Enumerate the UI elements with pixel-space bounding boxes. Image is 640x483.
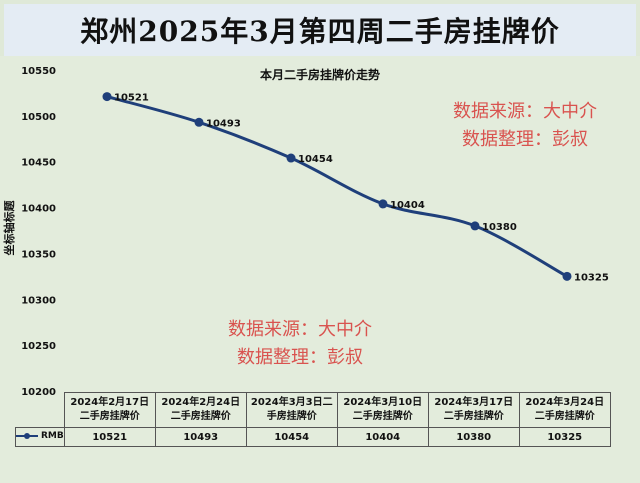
legend-cell: RMB (15, 427, 65, 447)
data-point (470, 221, 480, 231)
title-banner: 郑州2025年3月第四周二手房挂牌价 (4, 4, 636, 56)
category-cell: 2024年3月10日 二手房挂牌价 (336, 392, 429, 428)
legend-series-name: RMB (41, 431, 64, 441)
series-line (106, 95, 568, 278)
data-point (194, 117, 204, 127)
value-cell: 10404 (336, 427, 429, 447)
y-tick-label: 10400 (21, 204, 56, 215)
value-cell: 10380 (427, 427, 520, 447)
category-cell: 2024年2月24日 二手房挂牌价 (154, 392, 247, 428)
y-tick-label: 10250 (21, 341, 56, 352)
data-label: 10493 (206, 118, 241, 129)
chart-title: 本月二手房挂牌价走势 (259, 68, 380, 82)
watermark-top-right: 数据来源：大中介 数据整理：彭叔 (420, 98, 630, 154)
watermark-author: 数据整理：彭叔 (462, 129, 588, 150)
data-point (286, 153, 296, 163)
value-cell: 10521 (63, 427, 156, 447)
category-cell: 2024年3月3日二 手房挂牌价 (245, 392, 338, 428)
banner-title: 郑州2025年3月第四周二手房挂牌价 (80, 15, 560, 48)
y-tick-label: 10500 (21, 112, 56, 123)
value-cell: 10454 (245, 427, 338, 447)
category-cell: 2024年3月17日 二手房挂牌价 (427, 392, 520, 428)
value-cell: 10493 (154, 427, 247, 447)
watermark-center: 数据来源：大中介 数据整理：彭叔 (190, 316, 410, 372)
data-label: 10454 (298, 154, 333, 165)
data-label: 10521 (114, 93, 149, 104)
value-cell: 10325 (518, 427, 611, 447)
data-label: 10380 (482, 222, 517, 233)
data-table-value-row: RMB 10521 10493 10454 10404 10380 10325 (15, 427, 611, 447)
data-table: 2024年2月17日 二手房挂牌价 2024年2月24日 二手房挂牌价 2024年3… (15, 392, 611, 447)
y-tick-label: 10550 (21, 66, 56, 77)
table-corner (15, 392, 65, 428)
category-cell: 2024年3月24日 二手房挂牌价 (518, 392, 611, 428)
watermark-source: 数据来源：大中介 (228, 319, 372, 340)
legend-line-marker-icon (16, 433, 38, 439)
category-cell: 2024年2月17日 二手房挂牌价 (63, 392, 156, 428)
data-point (102, 92, 112, 102)
y-tick-label: 10300 (21, 295, 56, 306)
watermark-source: 数据来源：大中介 (453, 101, 597, 122)
data-label: 10325 (574, 272, 609, 283)
watermark-author: 数据整理：彭叔 (237, 347, 363, 368)
data-label: 10404 (390, 200, 425, 211)
y-tick-label: 10350 (21, 249, 56, 260)
y-tick-label: 10450 (21, 158, 56, 169)
data-point (378, 199, 388, 209)
data-point (562, 271, 572, 281)
data-table-header-row: 2024年2月17日 二手房挂牌价 2024年2月24日 二手房挂牌价 2024年3… (15, 392, 611, 428)
